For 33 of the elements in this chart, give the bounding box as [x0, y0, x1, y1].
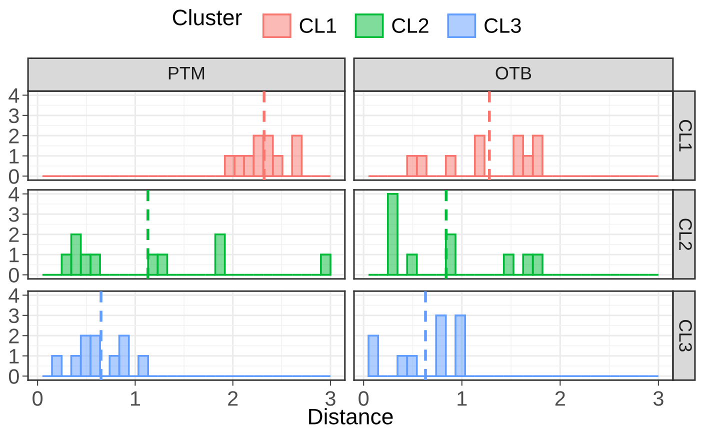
- y2-axis-title: CL2: [679, 218, 692, 250]
- x-tick-label: 3: [325, 391, 336, 406]
- legend-label: CL3: [484, 18, 521, 33]
- y-tick-label: 2: [9, 128, 19, 144]
- y-tick-label: 1: [10, 248, 19, 262]
- x-tick-label: 3: [653, 391, 664, 406]
- y-tick-label: 0: [8, 369, 19, 384]
- y-tick-label: 0: [8, 169, 19, 184]
- y-tick-label: 1: [10, 349, 19, 364]
- y-tick-label: 0: [8, 268, 19, 283]
- x-tick-label: 2: [555, 391, 565, 406]
- y-tick-label: 2: [9, 328, 19, 344]
- y-tick-label: 3: [8, 308, 19, 324]
- chart-title: OTB: [496, 66, 532, 80]
- x-tick-label: 1: [131, 391, 140, 406]
- legend-title: Cluster: [172, 9, 242, 26]
- x-axis-title: Distance: [309, 408, 393, 424]
- x-tick-label: 2: [228, 391, 238, 406]
- x-tick-label: 0: [32, 391, 43, 406]
- x-tick-label: 0: [358, 391, 369, 406]
- y-tick-label: 4: [8, 187, 20, 202]
- y-tick-label: 1: [10, 149, 19, 164]
- y-tick-label: 2: [9, 227, 19, 242]
- y-tick-label: 4: [8, 288, 20, 303]
- legend-label: CL2: [392, 18, 428, 33]
- chart-title: PTM: [168, 66, 204, 80]
- legend-label: CL1: [300, 18, 336, 33]
- y-tick-label: 3: [8, 207, 19, 222]
- y-tick-label: 3: [8, 108, 19, 124]
- y-tick-label: 4: [8, 88, 20, 103]
- x-tick-label: 1: [458, 391, 467, 406]
- y2-axis-title: CL3: [679, 320, 692, 352]
- y2-axis-title: CL1: [679, 120, 692, 152]
